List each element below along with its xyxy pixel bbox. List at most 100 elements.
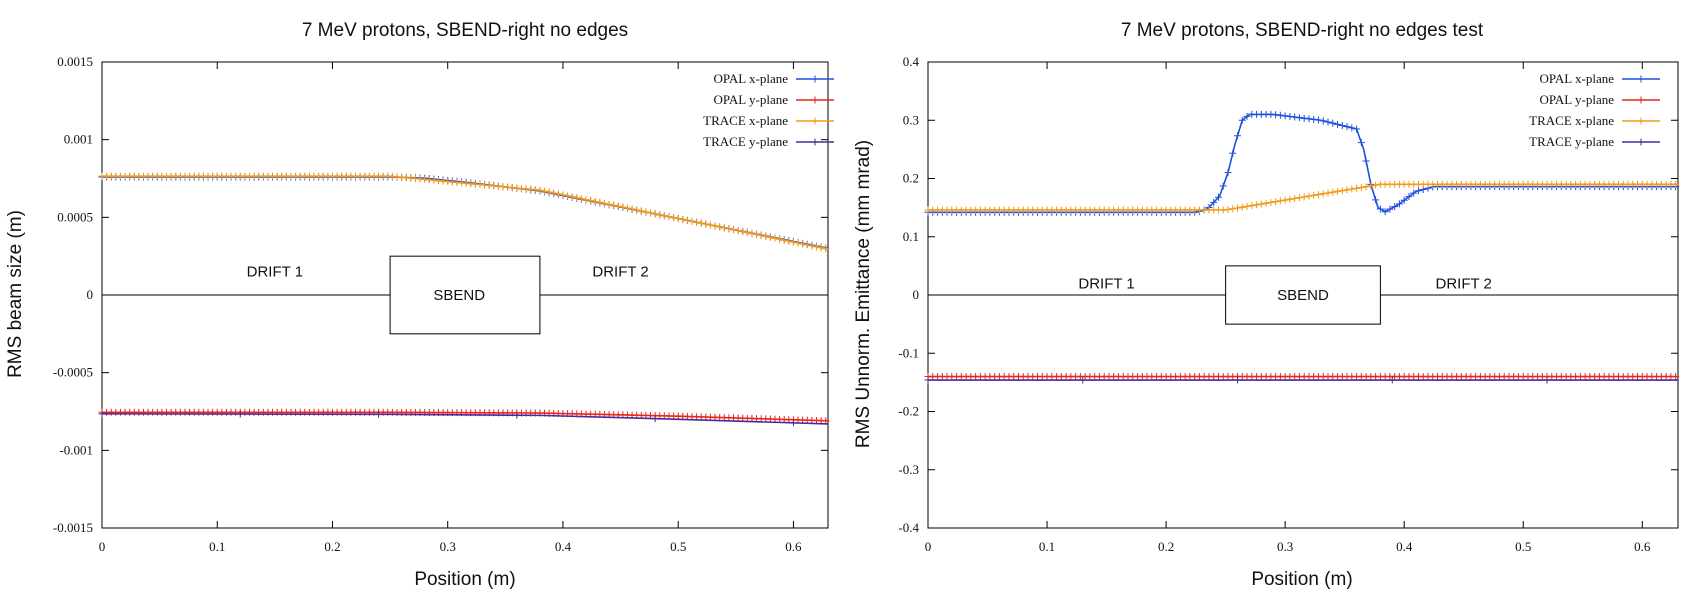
data-point	[1343, 186, 1351, 194]
data-point	[1405, 193, 1413, 201]
data-point	[1229, 205, 1237, 213]
x-tick-label: 0.2	[324, 539, 340, 554]
x-tick-label: 0.6	[785, 539, 802, 554]
data-point	[550, 189, 558, 197]
series-opal-x-plane	[98, 173, 830, 252]
data-point	[1214, 193, 1222, 201]
data-point	[706, 221, 714, 229]
data-point	[1329, 119, 1337, 127]
data-point	[623, 204, 631, 212]
data-point	[1357, 139, 1365, 147]
y-tick-label: 0	[87, 287, 94, 302]
legend-swatch-marker	[811, 75, 819, 83]
data-point	[1372, 196, 1380, 204]
legend-label: OPAL x-plane	[713, 71, 788, 86]
data-point	[1229, 149, 1237, 157]
legend-swatch-marker	[811, 96, 819, 104]
data-point	[1276, 197, 1284, 205]
x-tick-label: 0	[99, 539, 106, 554]
x-tick-label: 0.5	[1515, 539, 1531, 554]
data-point	[573, 194, 581, 202]
data-point	[1238, 203, 1246, 211]
annotation-sbend: SBEND	[1277, 287, 1329, 304]
data-point	[610, 201, 618, 209]
x-tick-label: 0.6	[1634, 539, 1651, 554]
data-point	[1410, 189, 1418, 197]
data-point	[665, 213, 673, 221]
data-point	[1338, 187, 1346, 195]
data-point	[1367, 182, 1375, 190]
legend-swatch-marker	[811, 117, 819, 125]
data-point	[1324, 189, 1332, 197]
annotation-sbend: SBEND	[433, 287, 485, 304]
y-tick-label: -0.3	[898, 462, 919, 477]
data-point	[98, 410, 106, 418]
data-point	[679, 215, 687, 223]
data-point	[1079, 376, 1087, 384]
data-point	[1348, 124, 1356, 132]
data-point	[776, 235, 784, 243]
data-point	[1300, 193, 1308, 201]
series-trace-y-plane	[924, 376, 1678, 384]
data-point	[541, 187, 549, 195]
y-tick-label: -0.1	[898, 345, 919, 360]
data-point	[803, 241, 811, 249]
data-point	[236, 410, 244, 418]
x-tick-label: 0	[925, 539, 932, 554]
y-tick-label: 0.001	[64, 132, 93, 147]
data-point	[1414, 187, 1422, 195]
data-point	[1267, 198, 1275, 206]
data-point	[683, 216, 691, 224]
data-point	[1291, 195, 1299, 203]
y-tick-label: 0.4	[903, 54, 920, 69]
data-point	[924, 376, 932, 384]
annotations: DRIFT 1 SBEND DRIFT 2	[1078, 275, 1492, 304]
annotations: DRIFT 1 SBEND DRIFT 2	[247, 264, 649, 304]
legend-label: TRACE y-plane	[703, 134, 788, 149]
data-point	[1210, 198, 1218, 206]
data-point	[1234, 376, 1242, 384]
x-tick-label: 0.3	[1277, 539, 1293, 554]
data-point	[375, 410, 383, 418]
data-point	[582, 196, 590, 204]
data-point	[1314, 191, 1322, 199]
series-line	[102, 176, 829, 250]
x-tick-label: 0.5	[670, 539, 686, 554]
sbend-element-box	[1225, 265, 1381, 325]
data-point	[1353, 125, 1361, 133]
data-point	[1224, 206, 1232, 214]
data-point	[1272, 198, 1280, 206]
data-point	[794, 239, 802, 247]
data-point	[564, 192, 572, 200]
legend-swatch-marker	[1637, 138, 1645, 146]
legend-swatch-marker	[1637, 75, 1645, 83]
data-point	[637, 207, 645, 215]
y-tick-label: -0.0015	[53, 520, 93, 535]
data-point	[762, 232, 770, 240]
data-point	[1334, 120, 1342, 128]
annotation-drift-2: DRIFT 2	[1436, 275, 1492, 292]
data-point	[559, 191, 567, 199]
data-point	[693, 218, 701, 226]
y-axis-label: RMS Unnorm. Emittance (mm mrad)	[853, 140, 874, 448]
y-tick-label: 0.1	[903, 229, 919, 244]
x-axis-label: Position (m)	[1251, 569, 1352, 590]
y-tick-label: -0.0005	[53, 365, 93, 380]
data-point	[568, 193, 576, 201]
legend-label: TRACE y-plane	[1529, 134, 1614, 149]
data-point	[1243, 202, 1251, 210]
data-point	[545, 188, 553, 196]
data-point	[577, 195, 585, 203]
data-point	[660, 212, 668, 220]
data-point	[1319, 190, 1327, 198]
data-point	[1219, 182, 1227, 190]
data-point	[720, 224, 728, 232]
plot-area: 0 0.1 0.2 0.3 0.4 0.5 0.6 -0.4 -0.3 -0.2 -0.1 0 0.1 0…	[898, 54, 1680, 554]
data-point	[1353, 184, 1361, 192]
data-point	[1348, 185, 1356, 193]
data-point	[587, 197, 595, 205]
x-tick-label: 0.4	[1396, 539, 1413, 554]
data-point	[757, 231, 765, 239]
annotation-drift-1: DRIFT 1	[247, 264, 303, 281]
